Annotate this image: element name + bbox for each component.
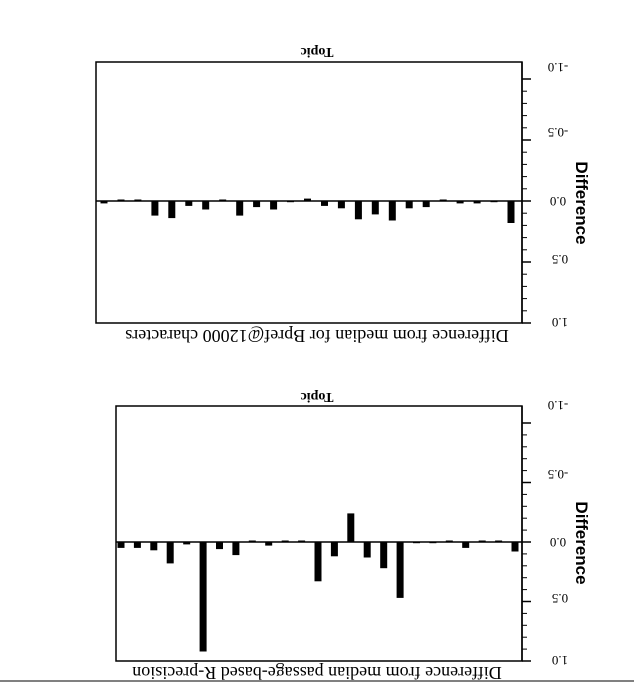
- y-tick-label-neg1.0: -1.0: [548, 60, 569, 75]
- bar-topic-22: [166, 542, 174, 564]
- bar-topic-5: [445, 540, 453, 542]
- bar-topic-18: [219, 199, 227, 201]
- y-tick-label-neg1.0: -1.0: [548, 398, 569, 413]
- bar-topic-7: [413, 541, 420, 544]
- y-axis-ticks: [522, 78, 531, 324]
- bar-topic-3: [478, 540, 486, 542]
- bar-topic-19: [202, 201, 210, 210]
- bar-topic-15: [270, 201, 278, 210]
- x-axis-label: Topic: [301, 44, 334, 59]
- bar-topic-22: [151, 201, 159, 216]
- y-tick-label-1.0: 1.0: [552, 653, 568, 668]
- bar-topic-4: [462, 542, 470, 548]
- chart-rprecision: Difference from median for Bpref@12000 c…: [95, 44, 591, 346]
- bar-topic-16: [253, 201, 261, 208]
- bars: [100, 198, 515, 223]
- bar-topic-10: [354, 201, 362, 220]
- bar-topic-23: [150, 542, 158, 551]
- bar-topic-7: [405, 201, 413, 209]
- bar-topic-6: [429, 541, 437, 544]
- plot-frame: [115, 405, 523, 662]
- bar-topic-10: [363, 542, 371, 558]
- y-tick-label-0.5: 0.5: [552, 252, 568, 267]
- bar-topic-20: [199, 542, 207, 652]
- bar-topic-17: [248, 540, 256, 542]
- chart-title: Difference from median for Bpref@12000 c…: [125, 326, 509, 346]
- y-tick-label-neg0.5: -0.5: [548, 467, 569, 482]
- y-tick-label-1.0: 1.0: [552, 315, 568, 330]
- bar-topic-11: [347, 513, 355, 542]
- bar-topic-16: [265, 542, 273, 546]
- bar-topic-8: [388, 201, 396, 221]
- bar-topic-5: [439, 199, 447, 201]
- bar-topic-25: [117, 542, 125, 548]
- bar-topic-14: [298, 540, 306, 542]
- bar-topic-23: [134, 199, 142, 201]
- y-tick-label-0.0: 0.0: [550, 194, 566, 209]
- bar-topic-3: [473, 201, 481, 204]
- bar-topic-15: [281, 540, 289, 542]
- bar-topic-12: [321, 201, 328, 206]
- y-tick-label-0.0: 0.0: [550, 535, 566, 550]
- y-axis-label: Difference: [572, 161, 591, 244]
- bar-topic-8: [396, 542, 404, 598]
- chart-title: Difference from median passage-based R-p…: [132, 663, 502, 683]
- bar-topic-1: [507, 201, 515, 223]
- bar-topic-2: [495, 540, 503, 542]
- bar-topic-12: [330, 542, 338, 557]
- bar-topic-1: [511, 542, 519, 552]
- bar-topic-14: [287, 200, 294, 203]
- bar-topic-21: [183, 542, 191, 545]
- bar-topic-4: [456, 201, 464, 204]
- bar-topic-25: [100, 201, 108, 204]
- chart-bpref: Difference from median passage-based R-p…: [115, 389, 591, 683]
- bar-topic-9: [380, 542, 388, 569]
- bar-topic-18: [232, 542, 240, 556]
- bar-topic-11: [337, 201, 345, 209]
- bar-topic-24: [117, 199, 125, 201]
- bar-topic-24: [133, 542, 141, 548]
- y-tick-label-neg0.5: -0.5: [548, 125, 569, 140]
- bar-topic-20: [185, 201, 193, 206]
- y-axis-ticks: [522, 422, 531, 662]
- y-axis-label: Difference: [572, 501, 591, 584]
- bar-topic-6: [422, 201, 430, 208]
- bar-topic-17: [236, 201, 244, 216]
- plot-frame: [95, 61, 523, 324]
- bar-topic-13: [304, 198, 311, 201]
- bars: [117, 513, 519, 652]
- bar-topic-9: [371, 201, 379, 215]
- bar-topic-21: [168, 201, 176, 219]
- bar-topic-2: [490, 200, 498, 203]
- bar-topic-19: [216, 542, 223, 550]
- y-tick-label-0.5: 0.5: [552, 591, 568, 606]
- bar-topic-13: [314, 542, 322, 582]
- x-axis-label: Topic: [301, 389, 334, 404]
